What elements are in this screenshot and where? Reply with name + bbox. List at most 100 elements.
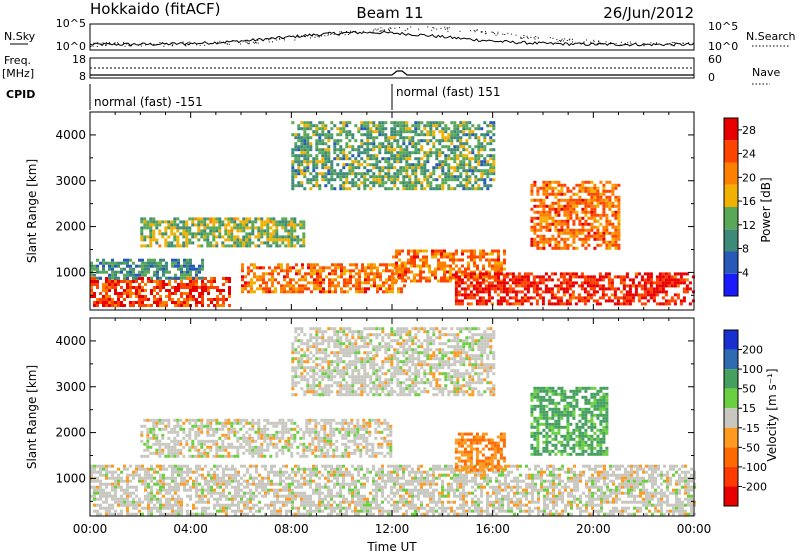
heatmap-cell: [261, 476, 264, 480]
heatmap-cell: [592, 299, 596, 303]
heatmap-cell: [228, 503, 231, 507]
heatmap-cell: [384, 479, 387, 483]
heatmap-cell: [559, 299, 563, 303]
heatmap-cell: [105, 261, 108, 265]
heatmap-cell: [459, 503, 462, 507]
heatmap-cell: [218, 223, 222, 227]
heatmap-cell: [286, 290, 289, 294]
heatmap-cell: [318, 488, 321, 492]
heatmap-cell: [300, 163, 304, 167]
heatmap-cell: [99, 292, 102, 295]
heatmap-cell: [159, 301, 162, 304]
heatmap-cell: [327, 473, 330, 477]
heatmap-cell: [227, 229, 231, 233]
heatmap-cell: [309, 181, 313, 185]
heatmap-cell: [291, 163, 295, 167]
heatmap-cell: [392, 276, 395, 280]
heatmap-cell: [237, 485, 240, 489]
heatmap-cell: [96, 488, 99, 492]
heatmap-cell: [545, 237, 549, 241]
heatmap-cell: [287, 220, 291, 224]
heatmap-cell: [584, 204, 588, 208]
heatmap-cell: [149, 232, 153, 236]
heatmap-cell: [248, 226, 252, 230]
heatmap-cell: [523, 287, 527, 291]
heatmap-cell: [279, 506, 282, 510]
heatmap-cell: [542, 240, 546, 244]
heatmap-cell: [393, 121, 397, 125]
heatmap-cell: [438, 464, 441, 468]
heatmap-cell: [156, 280, 159, 283]
heatmap-cell: [465, 157, 469, 161]
heatmap-cell: [474, 145, 478, 149]
heatmap-cell: [396, 172, 400, 176]
heatmap-cell: [129, 289, 132, 292]
heatmap-cell: [297, 160, 301, 164]
heatmap-cell: [464, 267, 467, 271]
heatmap-cell: [572, 240, 576, 244]
heatmap-cell: [514, 293, 518, 297]
heatmap-cell: [468, 163, 472, 167]
heatmap-cell: [177, 506, 180, 510]
heatmap-cell: [470, 252, 473, 256]
heatmap-cell: [256, 275, 259, 279]
heatmap-cell: [303, 503, 306, 507]
heatmap-cell: [129, 280, 132, 283]
heatmap-cell: [315, 506, 318, 510]
heatmap-cell: [241, 287, 244, 291]
heatmap-cell: [462, 148, 466, 152]
heatmap-cell: [174, 464, 177, 468]
heatmap-cell: [96, 301, 99, 304]
heatmap-cell: [108, 261, 111, 265]
heatmap-cell: [643, 278, 647, 282]
heatmap-cell: [456, 488, 459, 492]
heatmap-cell: [263, 220, 267, 224]
heatmap-cell: [135, 506, 138, 510]
heatmap-cell: [366, 476, 369, 480]
heatmap-cell: [372, 464, 375, 468]
heatmap-cell: [560, 225, 564, 229]
heatmap-cell: [171, 509, 174, 513]
heatmap-cell: [401, 276, 404, 280]
heatmap-cell: [242, 241, 246, 245]
heatmap-cell: [300, 467, 303, 471]
heatmap-cell: [429, 506, 432, 510]
heatmap-cell: [423, 476, 426, 480]
heatmap-cell: [252, 482, 255, 486]
heatmap-cell: [575, 198, 579, 202]
heatmap-cell: [306, 178, 310, 182]
heatmap-cell: [587, 201, 591, 205]
heatmap-cell: [105, 280, 108, 283]
heatmap-cell: [188, 232, 192, 236]
heatmap-cell: [450, 151, 454, 155]
heatmap-cell: [174, 512, 177, 516]
heatmap-cell: [258, 485, 261, 489]
heatmap-cell: [559, 284, 563, 288]
heatmap-cell: [399, 136, 403, 140]
heatmap-cell: [503, 252, 506, 256]
heatmap-cell: [402, 175, 406, 179]
heatmap-cell: [596, 237, 600, 241]
heatmap-cell: [447, 494, 450, 498]
heatmap-cell: [435, 178, 439, 182]
heatmap-cell: [526, 272, 530, 276]
heatmap-cell: [297, 482, 300, 486]
heatmap-cell: [395, 255, 398, 259]
heatmap-cell: [420, 503, 423, 507]
heatmap-cell: [538, 293, 542, 297]
heatmap-cell: [523, 275, 527, 279]
heatmap-cell: [447, 169, 451, 173]
heatmap-cell: [304, 278, 307, 282]
heatmap-cell: [601, 275, 605, 279]
heatmap-cell: [465, 473, 468, 477]
heatmap-cell: [322, 278, 325, 282]
heatmap-cell: [102, 264, 105, 268]
heatmap-cell: [264, 494, 267, 498]
heatmap-cell: [210, 485, 213, 489]
heatmap-cell: [279, 479, 282, 483]
heatmap-cell: [470, 255, 473, 259]
heatmap-cell: [411, 187, 415, 191]
heatmap-cell: [375, 178, 379, 182]
heatmap-cell: [475, 281, 479, 285]
heatmap-cell: [420, 464, 423, 468]
